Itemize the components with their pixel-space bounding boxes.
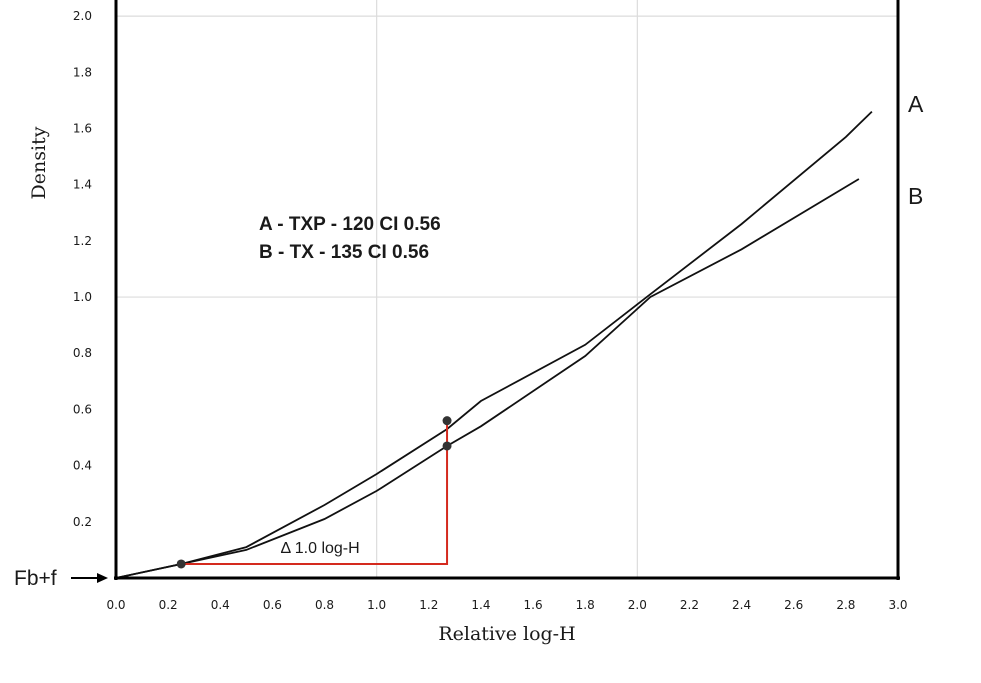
x-tick-label: 2.2 <box>680 598 699 612</box>
y-tick-label: 0.6 <box>73 402 92 416</box>
marker-start-point <box>176 559 186 569</box>
y-tick-label: 0.8 <box>73 346 92 360</box>
baseline-arrow-icon <box>97 573 108 583</box>
y-tick-label: 1.0 <box>73 290 92 304</box>
x-tick-label: 3.0 <box>888 598 907 612</box>
legend-entry-a: A - TXP - 120 CI 0.56 <box>259 214 441 235</box>
delta-label: Δ 1.0 log-H <box>281 540 360 557</box>
x-tick-label: 0.4 <box>211 598 230 612</box>
x-tick-label: 1.2 <box>419 598 438 612</box>
chart-axes <box>114 0 900 580</box>
curve-label-b: B <box>908 183 923 209</box>
x-tick-label: 0.8 <box>315 598 334 612</box>
marker-curve-b-point <box>442 441 452 451</box>
y-tick-label: 0.2 <box>73 515 92 529</box>
x-tick-label: 0.6 <box>263 598 282 612</box>
x-tick-label: 1.4 <box>471 598 490 612</box>
y-tick-label: 1.6 <box>73 121 92 135</box>
y-axis-title: Density <box>28 126 50 199</box>
curve-label-a: A <box>908 91 924 117</box>
chart-labels: Relative log-H Density A - TXP - 120 CI 0.… <box>14 91 924 645</box>
x-tick-label: 1.6 <box>524 598 543 612</box>
x-tick-label: 2.0 <box>628 598 647 612</box>
x-tick-label: 1.8 <box>576 598 595 612</box>
curve-a <box>115 110 873 579</box>
x-tick-label: 2.4 <box>732 598 751 612</box>
y-tick-label: 1.2 <box>73 234 92 248</box>
legend-entry-b: B - TX - 135 CI 0.56 <box>259 242 429 263</box>
marker-curve-a-point <box>442 416 452 426</box>
x-tick-label: 0.0 <box>106 598 125 612</box>
x-tick-label: 2.6 <box>784 598 803 612</box>
y-tick-label: 2.0 <box>73 9 92 23</box>
tick-labels: 0.0 0.2 0.4 0.6 0.8 1.0 1.2 1.4 1.6 1.8 2.0 2.2 2.4 2… <box>73 9 908 612</box>
baseline-label: Fb+f <box>14 567 57 590</box>
y-tick-label: 1.4 <box>73 178 92 192</box>
grid-lines <box>116 0 898 578</box>
log-h-annotation: Δ 1.0 log-H <box>176 416 452 569</box>
x-tick-label: 0.2 <box>159 598 178 612</box>
x-tick-label: 2.8 <box>836 598 855 612</box>
x-tick-label: 1.0 <box>367 598 386 612</box>
x-axis-title: Relative log-H <box>438 623 575 645</box>
delta-bracket <box>181 420 449 565</box>
y-tick-label: 0.4 <box>73 459 92 473</box>
y-tick-label: 1.8 <box>73 65 92 79</box>
